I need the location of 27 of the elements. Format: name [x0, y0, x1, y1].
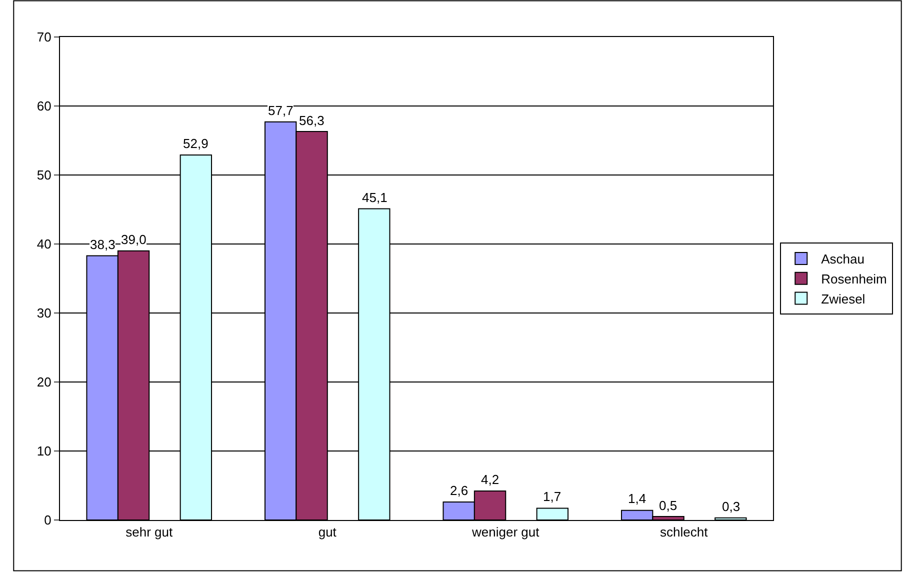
data-label: 52,9	[183, 136, 208, 151]
y-tick-label: 30	[36, 306, 52, 321]
data-label: 38,3	[90, 237, 116, 252]
data-label: 0,5	[659, 498, 678, 513]
data-label: 45,1	[362, 190, 388, 205]
x-tick-label: schlecht	[660, 524, 708, 540]
legend-label: Rosenheim	[821, 271, 887, 286]
data-label: 39,0	[121, 232, 146, 247]
data-label: 1,7	[543, 489, 562, 504]
y-tick-label: 50	[36, 168, 52, 183]
legend-label: Aschau	[821, 252, 865, 267]
data-label: 1,4	[628, 491, 646, 506]
y-tick-label: 40	[36, 236, 52, 252]
x-tick-label: gut	[318, 524, 337, 540]
data-label: 4,2	[481, 472, 500, 487]
x-tick-label: sehr gut	[126, 524, 173, 540]
data-label: 0,3	[722, 499, 740, 514]
y-tick-label: 0	[44, 512, 52, 528]
data-label: 56,3	[299, 113, 324, 128]
y-tick-label: 70	[36, 30, 52, 45]
data-label: 57,7	[268, 103, 294, 118]
legend-label: Zwiesel	[821, 291, 866, 306]
y-tick-label: 60	[36, 98, 52, 114]
x-tick-label: weniger gut	[471, 524, 540, 540]
y-tick-label: 20	[36, 374, 52, 390]
y-tick-label: 10	[36, 444, 52, 459]
data-label: 2,6	[450, 483, 468, 498]
